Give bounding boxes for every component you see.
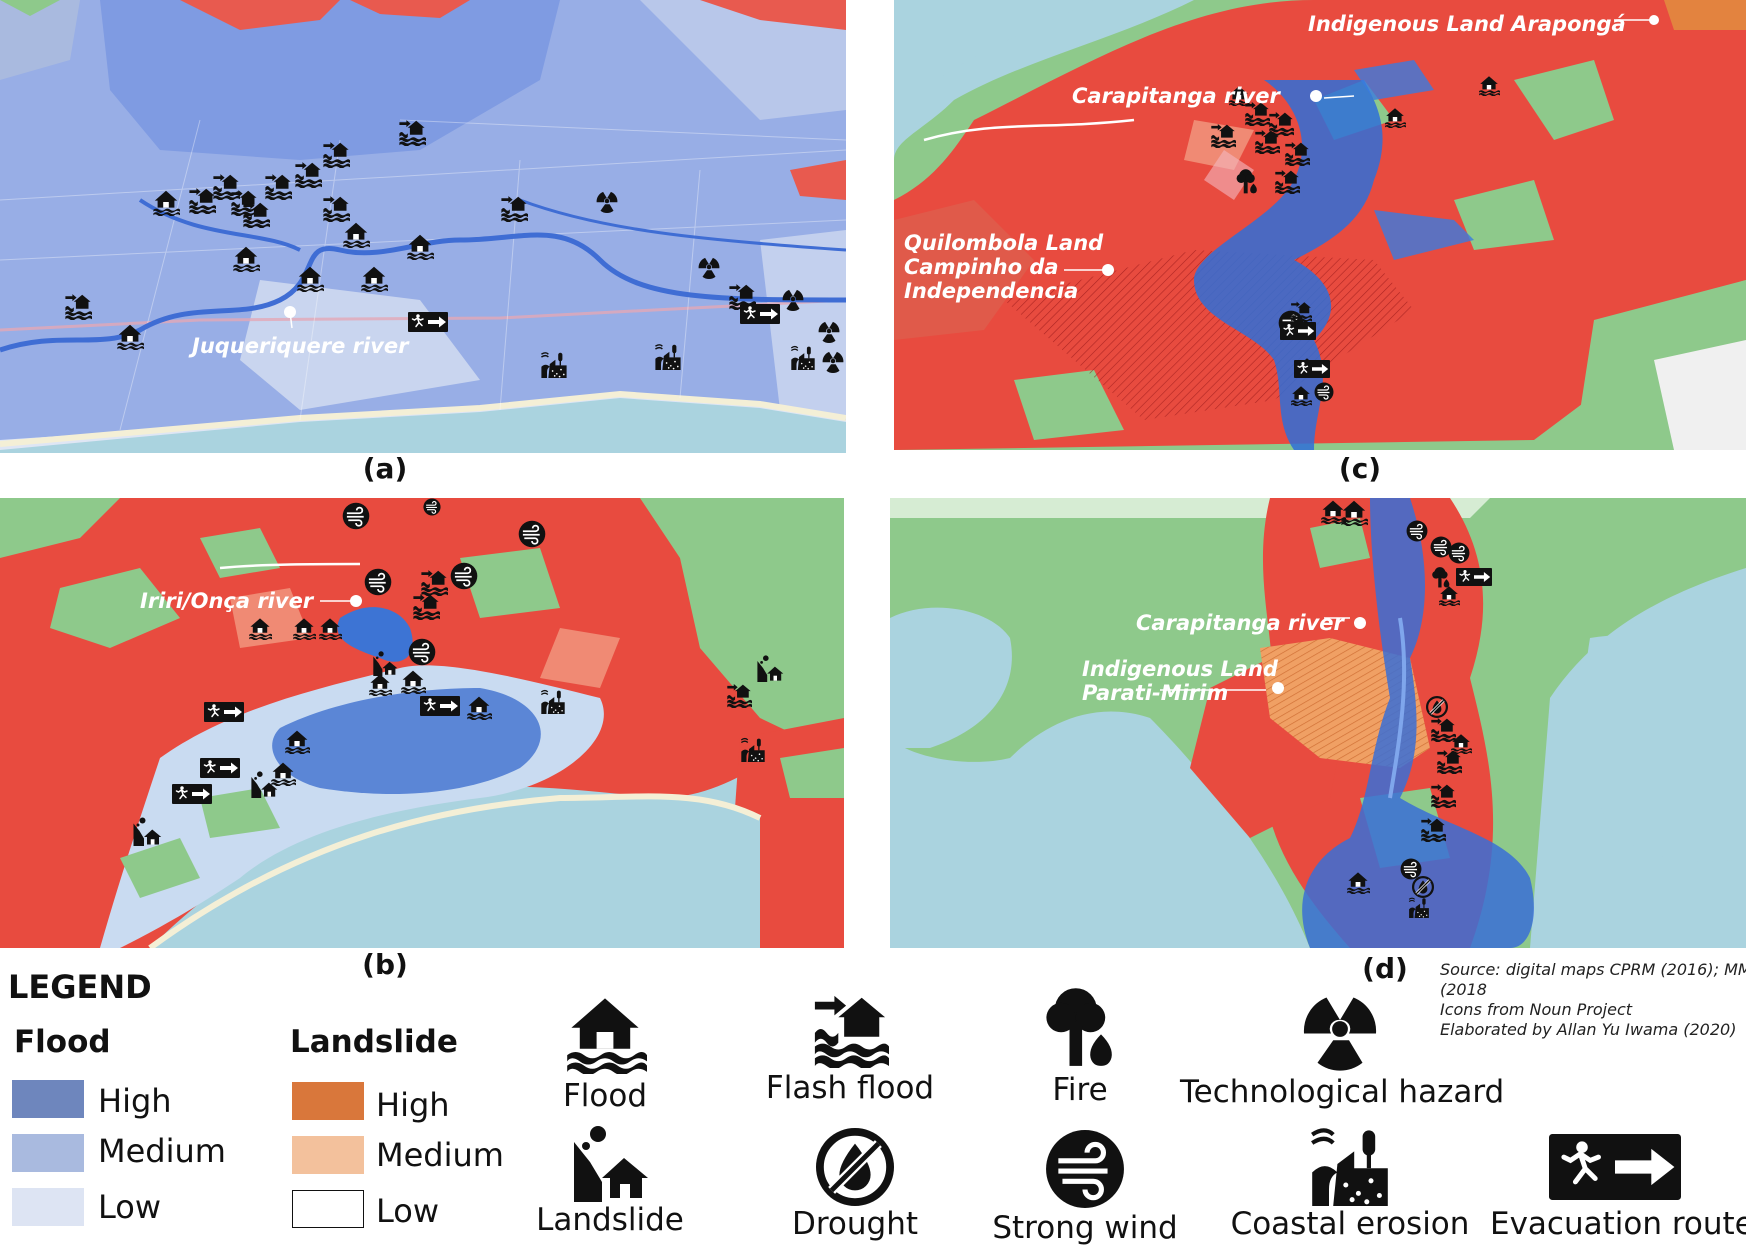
source-line-2: (2018 (1440, 980, 1487, 999)
panel-c-quilombola-line2: Campinho da (904, 255, 1059, 279)
legend-landslide-icon-label: Landslide (536, 1202, 684, 1238)
source-line-1: Source: digital maps CPRM (2016); MMA (1440, 960, 1746, 979)
panel-a-river-label: Juqueriquere river (188, 334, 410, 358)
legend-technological-item: Technological hazard (1180, 984, 1505, 1110)
map-panel-a: Juqueriquere river (0, 0, 846, 453)
panel-c-quilombola-line1: Quilombola Land (904, 231, 1104, 255)
legend-flood-high-label: High (98, 1082, 172, 1120)
source-note: Source: digital maps CPRM (2016); MMA (2… (1440, 960, 1746, 1040)
panel-b-river-label: Iriri/Onça river (140, 589, 315, 613)
landslide-icon (562, 1122, 658, 1202)
legend-flood-low-swatch (12, 1188, 84, 1226)
panel-c-indigenous-land-label: Indigenous Land Arapongá (1308, 12, 1626, 36)
map-panel-b: Iriri/Onça river (0, 498, 844, 948)
legend-evacuation-icon-label: Evacuation route (1490, 1206, 1746, 1242)
legend-title: LEGEND (8, 968, 152, 1006)
legend-strong-wind-icon-label: Strong wind (992, 1210, 1178, 1246)
flash-flood-icon (804, 990, 896, 1068)
wind-icon (1044, 1128, 1126, 1210)
legend-fire-icon-label: Fire (1052, 1072, 1108, 1108)
legend-landslide-medium-label: Medium (376, 1136, 504, 1174)
map-panel-c: Carapitanga river Indigenous Land Arapon… (894, 0, 1746, 450)
legend-flash-flood-icon-label: Flash flood (765, 1070, 935, 1106)
legend-flood-item: Flood (530, 990, 680, 1114)
legend-landslide-high-swatch (292, 1082, 364, 1120)
panel-a-label: (a) (362, 452, 408, 485)
panel-d-label: (d) (1362, 952, 1408, 985)
panel-d-indigenous-line1: Indigenous Land (1082, 657, 1279, 681)
evacuation-route-icon (1547, 1134, 1683, 1200)
legend-flood-icon-label: Flood (562, 1078, 648, 1114)
legend-drought-icon-label: Drought (791, 1206, 919, 1242)
legend-landslide-high-label: High (376, 1086, 450, 1124)
legend-flood-medium-swatch (12, 1134, 84, 1172)
fire-icon (1038, 984, 1122, 1068)
legend-drought-item: Drought (780, 1128, 930, 1242)
source-line-3: Icons from Noun Project (1440, 1000, 1633, 1019)
flood-icon (563, 990, 647, 1074)
legend-flood-heading: Flood (14, 1024, 111, 1060)
legend-landslide-low-label: Low (376, 1192, 440, 1230)
panel-c-quilombola-line3: Independencia (904, 279, 1078, 303)
legend-flood-low-label: Low (98, 1188, 162, 1226)
panel-b-label: (b) (362, 948, 408, 981)
legend-landslide-icon-item: Landslide (530, 1122, 690, 1238)
panel-d-indigenous-line2: Parati-Mirim (1082, 681, 1228, 705)
radiation-icon (1295, 984, 1385, 1074)
legend-fire-item: Fire (1010, 984, 1150, 1108)
coastal-erosion-icon (1308, 1122, 1392, 1206)
panel-c-label: (c) (1338, 452, 1382, 485)
legend-landslide-low-swatch (292, 1190, 364, 1228)
source-line-4: Elaborated by Allan Yu Iwama (2020) (1440, 1020, 1737, 1039)
legend-flood-medium-label: Medium (98, 1132, 226, 1170)
legend-landslide-heading: Landslide (290, 1024, 458, 1060)
legend-coastal-erosion-item: Coastal erosion (1230, 1122, 1470, 1242)
legend-technological-icon-label: Technological hazard (1180, 1074, 1505, 1110)
legend-evacuation-item: Evacuation route (1490, 1134, 1746, 1242)
drought-icon (815, 1128, 895, 1206)
legend-strong-wind-item: Strong wind (990, 1128, 1180, 1246)
map-panel-d: Carapitanga river Indigenous Land Parati… (890, 498, 1746, 948)
legend-coastal-erosion-icon-label: Coastal erosion (1230, 1206, 1470, 1242)
panel-d-river-label: Carapitanga river (1136, 611, 1346, 635)
legend-flash-flood-item: Flash flood (760, 990, 940, 1106)
legend-landslide-medium-swatch (292, 1136, 364, 1174)
legend-flood-high-swatch (12, 1080, 84, 1118)
panel-c-river-label: Carapitanga river (1072, 84, 1282, 108)
